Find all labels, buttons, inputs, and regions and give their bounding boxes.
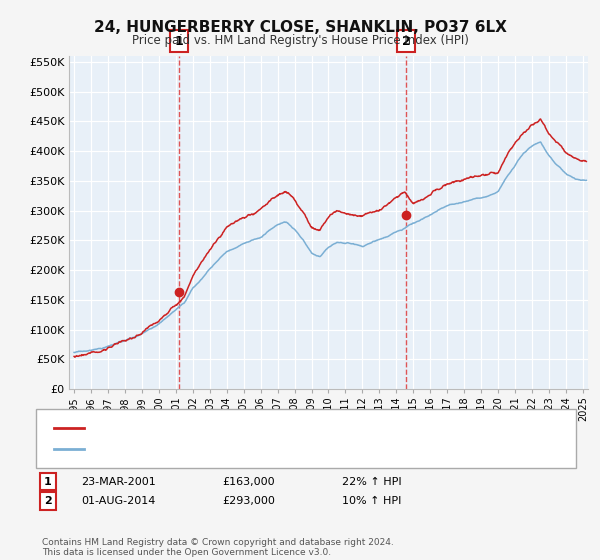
Text: 22% ↑ HPI: 22% ↑ HPI [342,477,401,487]
Text: £163,000: £163,000 [222,477,275,487]
Text: £293,000: £293,000 [222,496,275,506]
Text: 23-MAR-2001: 23-MAR-2001 [81,477,156,487]
Text: 2: 2 [44,496,52,506]
Text: 24, HUNGERBERRY CLOSE, SHANKLIN, PO37 6LX (detached house): 24, HUNGERBERRY CLOSE, SHANKLIN, PO37 6L… [90,423,437,433]
Text: 2: 2 [402,35,410,48]
Text: HPI: Average price, detached house, Isle of Wight: HPI: Average price, detached house, Isle… [90,444,348,454]
Text: Contains HM Land Registry data © Crown copyright and database right 2024.
This d: Contains HM Land Registry data © Crown c… [42,538,394,557]
Text: 24, HUNGERBERRY CLOSE, SHANKLIN, PO37 6LX: 24, HUNGERBERRY CLOSE, SHANKLIN, PO37 6L… [94,20,506,35]
Text: 1: 1 [44,477,52,487]
Text: 01-AUG-2014: 01-AUG-2014 [81,496,155,506]
Text: 10% ↑ HPI: 10% ↑ HPI [342,496,401,506]
Text: Price paid vs. HM Land Registry's House Price Index (HPI): Price paid vs. HM Land Registry's House … [131,34,469,46]
Text: 1: 1 [175,35,184,48]
